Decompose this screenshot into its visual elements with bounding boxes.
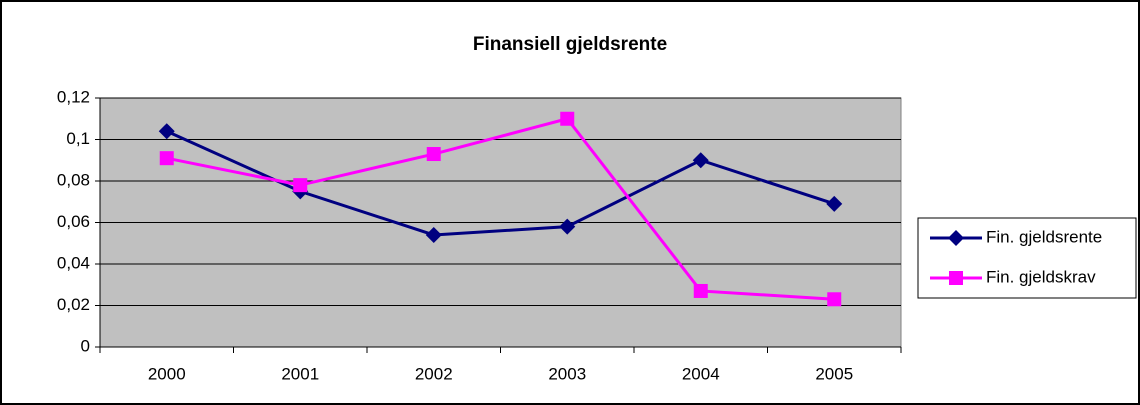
x-tick-label: 2002 bbox=[415, 364, 453, 383]
data-point bbox=[293, 178, 308, 193]
legend-marker bbox=[948, 230, 964, 246]
y-tick-label: 0,1 bbox=[66, 129, 90, 148]
series-line bbox=[166, 117, 835, 301]
x-tick-label: 2000 bbox=[148, 364, 186, 383]
data-point bbox=[426, 147, 441, 162]
x-tick-label: 2005 bbox=[815, 364, 853, 383]
data-point bbox=[826, 195, 843, 212]
x-tick-label: 2004 bbox=[682, 364, 720, 383]
y-tick-label: 0,02 bbox=[57, 295, 90, 314]
data-point bbox=[559, 218, 576, 235]
data-point bbox=[159, 151, 174, 166]
chart-title: Finansiell gjeldsrente bbox=[473, 34, 667, 55]
y-tick-label: 0,06 bbox=[57, 212, 90, 231]
data-point bbox=[158, 123, 175, 140]
legend-label: Fin. gjeldskrav bbox=[986, 267, 1096, 286]
y-tick-label: 0,08 bbox=[57, 170, 90, 189]
data-point bbox=[560, 111, 575, 126]
data-point bbox=[827, 292, 842, 307]
legend-marker bbox=[949, 271, 963, 285]
y-tick-label: 0,12 bbox=[57, 87, 90, 106]
y-tick-label: 0 bbox=[81, 336, 90, 355]
data-point bbox=[693, 283, 708, 298]
x-tick-label: 2001 bbox=[281, 364, 319, 383]
data-point bbox=[692, 152, 709, 169]
legend-label: Fin. gjeldsrente bbox=[986, 227, 1102, 246]
x-tick-label: 2003 bbox=[548, 364, 586, 383]
data-point bbox=[425, 226, 442, 243]
y-tick-label: 0,04 bbox=[57, 253, 90, 272]
